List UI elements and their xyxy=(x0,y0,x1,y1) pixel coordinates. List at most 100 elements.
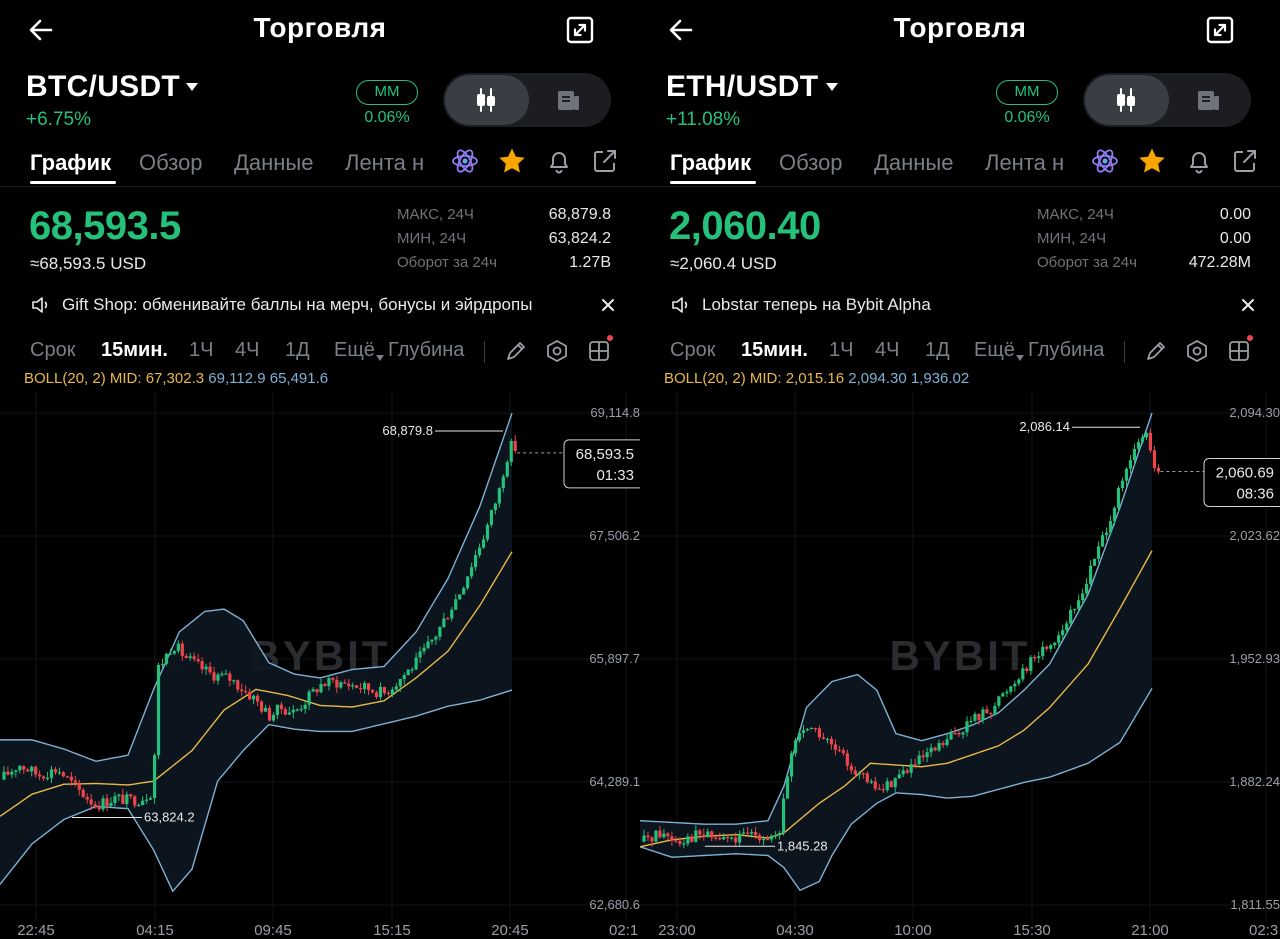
ai-atom-icon[interactable] xyxy=(450,146,480,176)
candle-body xyxy=(442,618,446,627)
mm-value: 0.06% xyxy=(1004,109,1050,126)
candle-body xyxy=(1112,507,1117,522)
pencil-icon[interactable] xyxy=(503,338,529,364)
pencil-icon[interactable] xyxy=(1143,338,1169,364)
ai-atom-icon[interactable] xyxy=(1090,146,1120,176)
indicator-icon[interactable] xyxy=(1184,338,1210,364)
back-arrow-icon[interactable] xyxy=(664,12,700,48)
layout-grid-icon[interactable] xyxy=(1226,338,1252,364)
tf-15m[interactable]: 15мин. xyxy=(741,339,808,361)
mm-badge[interactable]: MM xyxy=(356,80,418,105)
caret-down-icon[interactable] xyxy=(824,80,840,92)
candle-body xyxy=(97,806,101,810)
candle-body xyxy=(997,696,1001,706)
candle-body xyxy=(957,733,961,735)
indicator-icon[interactable] xyxy=(544,338,570,364)
candle-body xyxy=(323,684,327,687)
tf-4h[interactable]: 4Ч xyxy=(875,339,900,361)
candle-body xyxy=(1061,630,1065,636)
tab-chart[interactable]: График xyxy=(30,150,112,175)
candle-body xyxy=(821,737,826,739)
candle-body xyxy=(893,778,897,788)
candle-body xyxy=(267,707,272,721)
candle-body xyxy=(1096,546,1101,559)
candlestick-chart[interactable]: BYBIT68,879.863,824.268,593.501:3369,114… xyxy=(0,392,640,939)
tf-4h[interactable]: 4Ч xyxy=(235,339,260,361)
favorite-star-icon[interactable] xyxy=(497,146,527,176)
favorite-star-icon[interactable] xyxy=(1137,146,1167,176)
tf-15m[interactable]: 15мин. xyxy=(101,339,168,361)
pair-selector[interactable]: BTC/USDT xyxy=(26,70,181,103)
candle-body xyxy=(6,771,10,775)
candle-body xyxy=(650,837,654,842)
share-icon[interactable] xyxy=(1230,146,1260,176)
bollinger-band-fill xyxy=(640,413,1152,891)
announcement-text[interactable]: Gift Shop: обменивайте баллы на мерч, бо… xyxy=(62,295,533,314)
candle-body xyxy=(109,803,113,807)
candlestick-icon[interactable] xyxy=(470,84,502,116)
candle-body xyxy=(224,673,228,675)
more-caret-icon[interactable] xyxy=(376,348,384,361)
candle-body xyxy=(232,680,236,682)
candle-body xyxy=(801,730,806,734)
tab-data[interactable]: Данные xyxy=(874,150,954,175)
notification-dot xyxy=(607,335,613,341)
price-usd: ≈68,593.5 USD xyxy=(30,254,147,273)
layout-grid-icon[interactable] xyxy=(586,338,612,364)
candle-body xyxy=(742,832,746,834)
close-icon[interactable] xyxy=(598,295,618,315)
tf-more[interactable]: Ещё xyxy=(334,339,375,361)
candle-body xyxy=(366,683,371,691)
candle-body xyxy=(303,704,307,709)
candle-body xyxy=(1152,450,1157,469)
tab-overview[interactable]: Обзор xyxy=(779,150,843,175)
pair-selector[interactable]: ETH/USDT xyxy=(666,70,819,103)
candle-body xyxy=(148,798,153,800)
candle-body xyxy=(825,738,830,741)
tf-1h[interactable]: 1Ч xyxy=(189,339,214,361)
tab-feed[interactable]: Лента н xyxy=(985,150,1065,175)
tab-overview[interactable]: Обзор xyxy=(139,150,203,175)
candlestick-icon[interactable] xyxy=(1110,84,1142,116)
orderbook-icon[interactable] xyxy=(552,84,584,116)
share-icon[interactable] xyxy=(590,146,620,176)
back-arrow-icon[interactable] xyxy=(24,12,60,48)
candle-body xyxy=(746,832,750,834)
tf-more[interactable]: Ещё xyxy=(974,339,1015,361)
boll-upper: 69,112.9 xyxy=(208,370,266,387)
close-icon[interactable] xyxy=(1238,295,1258,315)
expand-icon[interactable] xyxy=(1202,12,1238,48)
high-annotation: 2,086.14 xyxy=(1019,419,1070,434)
candle-body xyxy=(1005,691,1009,694)
more-caret-icon[interactable] xyxy=(1016,348,1024,361)
candle-body xyxy=(156,665,161,756)
tab-chart[interactable]: График xyxy=(670,150,752,175)
candle-body xyxy=(473,555,478,568)
tab-feed[interactable]: Лента н xyxy=(345,150,425,175)
tf-depth[interactable]: Глубина xyxy=(388,339,465,361)
candle-body xyxy=(666,833,670,837)
tf-depth[interactable]: Глубина xyxy=(1028,339,1105,361)
mm-badge[interactable]: MM xyxy=(996,80,1058,105)
candle-body xyxy=(674,840,678,842)
announcement-text[interactable]: Lobstar теперь на Bybit Alpha xyxy=(702,295,931,314)
x-tick-label: 10:00 xyxy=(894,922,932,939)
candle-body xyxy=(204,666,208,670)
candle-body xyxy=(53,769,58,773)
tf-1d[interactable]: 1Д xyxy=(925,339,950,361)
candle-body xyxy=(252,695,256,700)
candle-body xyxy=(331,678,335,680)
last-price-box xyxy=(563,439,640,489)
tf-1d[interactable]: 1Д xyxy=(285,339,310,361)
tf-1h[interactable]: 1Ч xyxy=(829,339,854,361)
caret-down-icon[interactable] xyxy=(184,80,200,92)
speaker-icon xyxy=(30,294,52,316)
candle-body xyxy=(347,683,351,687)
expand-icon[interactable] xyxy=(562,12,598,48)
tab-data[interactable]: Данные xyxy=(234,150,314,175)
candlestick-chart[interactable]: BYBIT 2,086.14 1,845.28 2,060.69 08:36 2,094.… xyxy=(640,392,1280,939)
bell-icon[interactable] xyxy=(544,146,574,176)
bell-icon[interactable] xyxy=(1184,146,1214,176)
orderbook-icon[interactable] xyxy=(1192,84,1224,116)
candle-body xyxy=(61,772,66,777)
